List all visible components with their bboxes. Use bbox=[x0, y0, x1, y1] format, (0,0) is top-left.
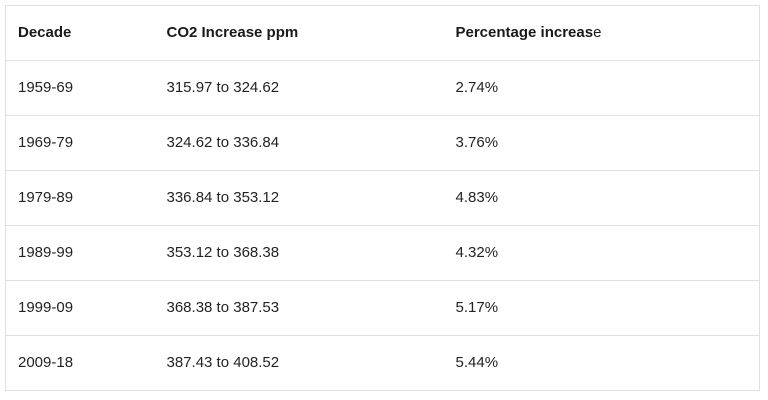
table-row: 1969-79 324.62 to 336.84 3.76% bbox=[5, 115, 760, 171]
header-percentage-increase-regular-part: e bbox=[593, 24, 602, 41]
cell-percentage: 4.83% bbox=[443, 170, 760, 226]
header-percentage-increase: Percentage increase bbox=[444, 6, 760, 61]
table-row: 1999-09 368.38 to 387.53 5.17% bbox=[5, 280, 760, 336]
header-decade: Decade bbox=[18, 24, 72, 41]
table-row: 1959-69 315.97 to 324.62 2.74% bbox=[5, 60, 760, 116]
header-row: Decade CO2 Increase ppm Percentage incre… bbox=[6, 6, 760, 61]
table-row: 1989-99 353.12 to 368.38 4.32% bbox=[5, 225, 760, 281]
cell-decade: 2009-18 bbox=[5, 335, 155, 391]
cell-percentage: 5.44% bbox=[443, 335, 760, 391]
cell-co2-range: 353.12 to 368.38 bbox=[154, 225, 444, 281]
cell-percentage: 4.32% bbox=[443, 225, 760, 281]
cell-percentage: 2.74% bbox=[443, 60, 760, 116]
table-row: 1979-89 336.84 to 353.12 4.83% bbox=[5, 170, 760, 226]
cell-decade: 1999-09 bbox=[5, 280, 155, 336]
cell-decade: 1989-99 bbox=[5, 225, 155, 281]
cell-co2-range: 387.43 to 408.52 bbox=[154, 335, 444, 391]
cell-decade: 1959-69 bbox=[5, 60, 155, 116]
cell-percentage: 3.76% bbox=[443, 115, 760, 171]
header-percentage-increase-bold-part: Percentage increas bbox=[455, 24, 594, 41]
cell-co2-range: 315.97 to 324.62 bbox=[154, 60, 444, 116]
table-row: 2009-18 387.43 to 408.52 5.44% bbox=[5, 335, 760, 391]
cell-co2-range: 336.84 to 353.12 bbox=[154, 170, 444, 226]
header-co2-increase-ppm: CO2 Increase ppm bbox=[166, 24, 299, 41]
cell-co2-range: 324.62 to 336.84 bbox=[154, 115, 444, 171]
cell-percentage: 5.17% bbox=[443, 280, 760, 336]
co2-decade-table: Decade CO2 Increase ppm Percentage incre… bbox=[5, 5, 760, 391]
cell-decade: 1979-89 bbox=[5, 170, 155, 226]
cell-co2-range: 368.38 to 387.53 bbox=[154, 280, 444, 336]
cell-decade: 1969-79 bbox=[5, 115, 155, 171]
